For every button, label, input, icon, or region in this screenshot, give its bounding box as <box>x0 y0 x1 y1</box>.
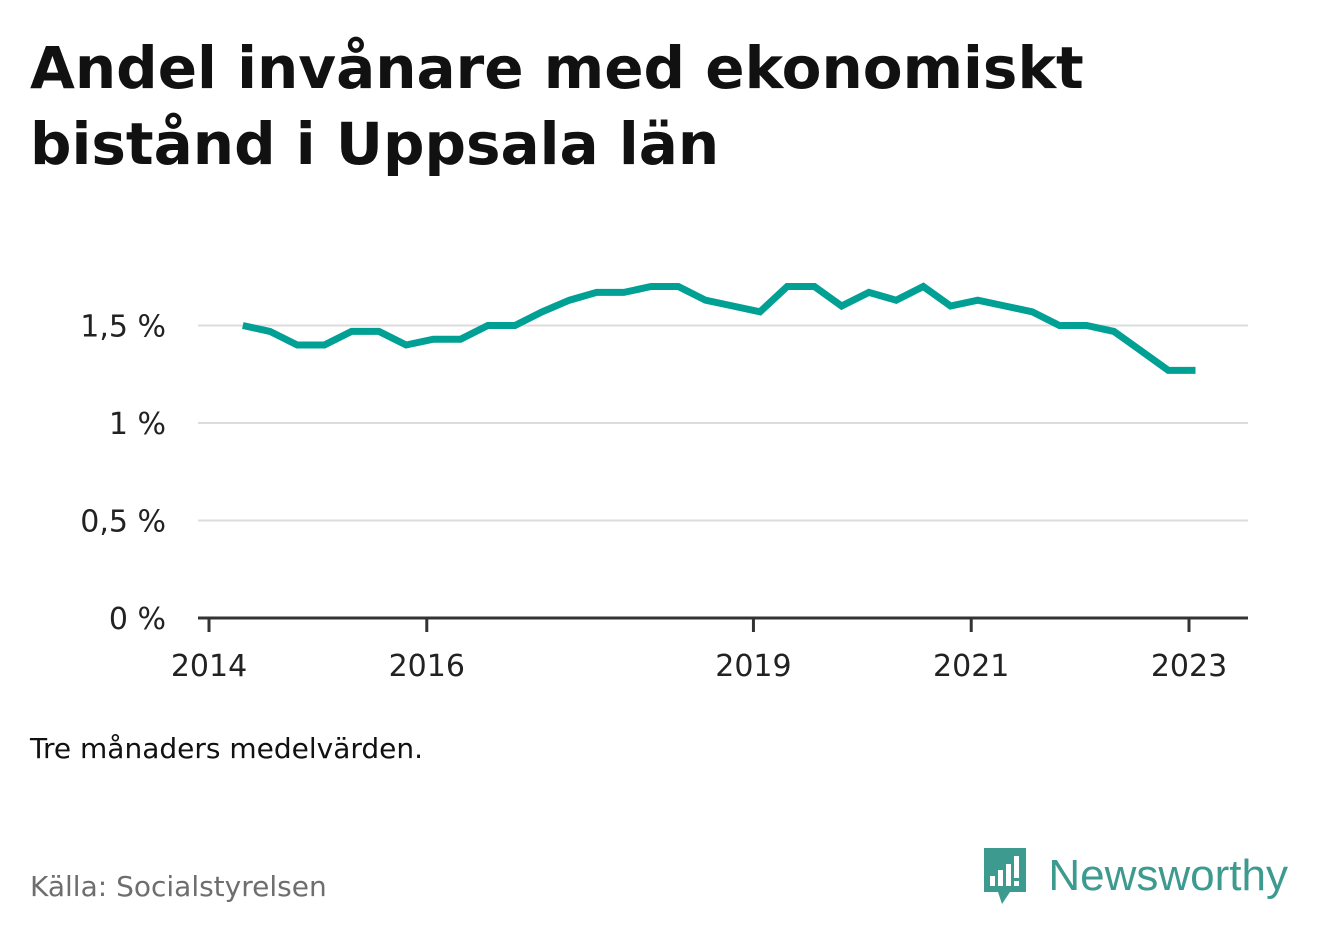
x-tick-label: 2023 <box>1151 649 1227 684</box>
chart-title: Andel invånare med ekonomiskt bistånd i … <box>30 34 1084 178</box>
data-series <box>242 282 1196 374</box>
brand-name: Newsworthy <box>1048 851 1288 900</box>
source-text: Källa: Socialstyrelsen <box>30 870 327 903</box>
y-tick-label: 0,5 % <box>80 505 166 540</box>
y-tick-label: 0 % <box>109 602 166 637</box>
x-tick-label: 2016 <box>389 649 465 684</box>
x-axis-ticks: 2014 2016 2019 2021 2023 <box>171 618 1227 684</box>
series-line <box>242 282 1196 374</box>
x-tick-label: 2014 <box>171 649 247 684</box>
newsworthy-logo-icon <box>984 848 1027 904</box>
brand-logo[interactable]: Newsworthy <box>980 846 1288 906</box>
y-tick-label: 1,5 % <box>80 310 166 345</box>
chart-note: Tre månaders medelvärden. <box>30 732 424 765</box>
y-axis-tick-labels: 0 % 0,5 % 1 % 1,5 % <box>80 310 166 638</box>
y-tick-label: 1 % <box>109 407 166 442</box>
x-tick-label: 2019 <box>715 649 791 684</box>
x-tick-label: 2021 <box>933 649 1009 684</box>
gridlines <box>198 324 1248 522</box>
